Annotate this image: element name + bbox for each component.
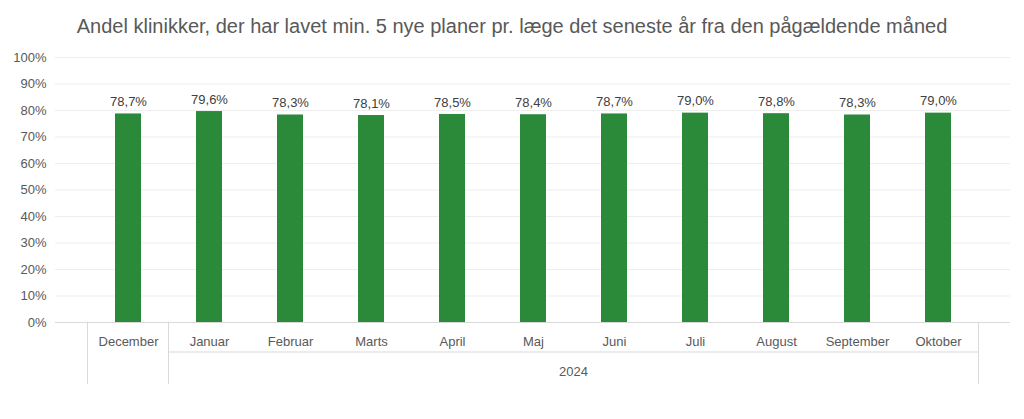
- svg-text:Oktober: Oktober: [915, 334, 962, 349]
- svg-text:78,5%: 78,5%: [434, 95, 471, 110]
- svg-text:Februar: Februar: [268, 334, 314, 349]
- svg-text:50%: 50%: [20, 182, 46, 197]
- svg-text:September: September: [826, 334, 890, 349]
- svg-text:78,1%: 78,1%: [353, 96, 390, 111]
- svg-text:79,0%: 79,0%: [920, 93, 957, 108]
- svg-text:10%: 10%: [20, 288, 46, 303]
- svg-text:Marts: Marts: [355, 334, 388, 349]
- svg-text:80%: 80%: [20, 103, 46, 118]
- svg-text:40%: 40%: [20, 209, 46, 224]
- svg-text:78,3%: 78,3%: [272, 95, 309, 110]
- svg-text:Juni: Juni: [603, 334, 627, 349]
- svg-text:April: April: [439, 334, 465, 349]
- svg-text:79,0%: 79,0%: [677, 93, 714, 108]
- svg-text:30%: 30%: [20, 235, 46, 250]
- svg-text:Januar: Januar: [190, 334, 230, 349]
- html-text:Andel klinikker, der har lavet: Andel klinikker, der har lavet min. 5 ny…: [76, 15, 948, 37]
- svg-text:78,3%: 78,3%: [839, 95, 876, 110]
- svg-text:78,4%: 78,4%: [515, 95, 552, 110]
- svg-text:Juli: Juli: [686, 334, 706, 349]
- svg-text:20%: 20%: [20, 262, 46, 277]
- svg-text:0%: 0%: [28, 315, 47, 330]
- svg-text:79,6%: 79,6%: [191, 92, 228, 107]
- svg-text:90%: 90%: [20, 76, 46, 91]
- svg-text:Maj: Maj: [523, 334, 544, 349]
- svg-text:100%: 100%: [13, 50, 47, 65]
- svg-text:78,8%: 78,8%: [758, 94, 795, 109]
- svg-text:2024: 2024: [559, 364, 588, 379]
- svg-text:August: August: [756, 334, 797, 349]
- svg-text:78,7%: 78,7%: [110, 94, 147, 109]
- svg-text:78,7%: 78,7%: [596, 94, 633, 109]
- svg-text:December: December: [99, 334, 160, 349]
- svg-text:60%: 60%: [20, 156, 46, 171]
- svg-text:70%: 70%: [20, 129, 46, 144]
